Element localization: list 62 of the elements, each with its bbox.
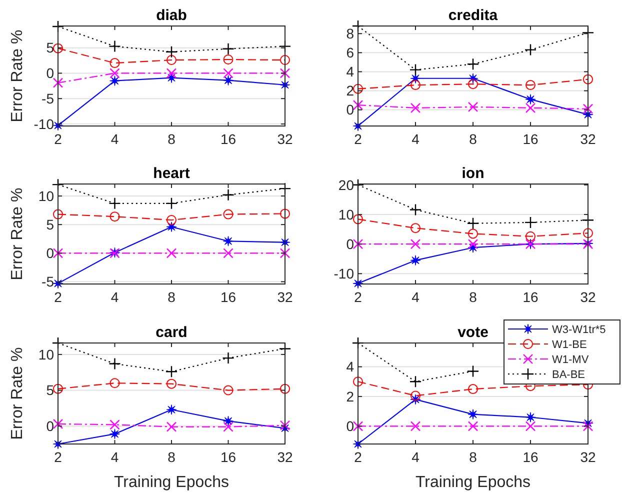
x-tick-label: 32 bbox=[580, 449, 596, 465]
x-tick-label: 32 bbox=[580, 131, 596, 147]
x-tick-label: 16 bbox=[522, 449, 538, 465]
x-tick-label: 4 bbox=[110, 131, 119, 147]
chart-title: diab bbox=[156, 7, 187, 24]
y-axis-title: Error Rate % bbox=[9, 347, 26, 440]
y-tick-label: 2 bbox=[346, 82, 354, 99]
y-tick-label: 0 bbox=[346, 102, 354, 118]
x-tick-label: 4 bbox=[110, 449, 119, 465]
legend-label: W1-MV bbox=[552, 354, 590, 366]
x-tick-label: 8 bbox=[168, 289, 176, 305]
y-tick-label: 5 bbox=[46, 40, 54, 56]
chart-title: card bbox=[156, 324, 188, 341]
x-tick-label: 4 bbox=[412, 449, 420, 465]
x-tick-label: 16 bbox=[522, 131, 538, 147]
x-tick-label: 4 bbox=[110, 289, 119, 305]
y-tick-label: 10 bbox=[338, 206, 354, 222]
x-tick-label: 8 bbox=[168, 131, 176, 147]
legend-label: W1-BE bbox=[552, 338, 587, 351]
y-tick-label: 4 bbox=[346, 358, 354, 375]
y-tick-label: -5 bbox=[42, 274, 54, 290]
x-tick-label: 32 bbox=[277, 289, 293, 305]
x-tick-label: 16 bbox=[522, 289, 538, 305]
x-axis-title: Training Epochs bbox=[415, 474, 531, 491]
legend-label: BA-BE bbox=[552, 368, 586, 381]
x-tick-label: 8 bbox=[168, 449, 176, 465]
x-tick-label: 16 bbox=[220, 449, 236, 465]
x-tick-label: 16 bbox=[220, 131, 236, 147]
x-tick-label: 8 bbox=[469, 449, 478, 465]
legend-label: W3-W1tr*5 bbox=[552, 324, 606, 336]
y-tick-label: -10 bbox=[34, 116, 54, 132]
y-tick-label: 0 bbox=[46, 418, 54, 434]
y-tick-label: 20 bbox=[338, 176, 354, 193]
y-tick-label: 0 bbox=[46, 65, 54, 82]
chart-title: credita bbox=[448, 7, 498, 24]
y-tick-label: 0 bbox=[346, 418, 354, 434]
x-axis-title: Training Epochs bbox=[114, 474, 230, 491]
y-tick-label: 5 bbox=[46, 216, 54, 232]
y-tick-label: -10 bbox=[334, 266, 354, 282]
x-tick-label: 32 bbox=[580, 289, 596, 305]
x-tick-label: 4 bbox=[412, 131, 420, 147]
y-tick-label: 10 bbox=[38, 188, 54, 204]
x-tick-label: 8 bbox=[469, 289, 478, 305]
x-tick-label: 32 bbox=[277, 131, 293, 147]
y-tick-label: 4 bbox=[346, 64, 354, 80]
y-tick-label: 6 bbox=[346, 44, 354, 61]
y-tick-label: -5 bbox=[42, 90, 54, 106]
x-tick-label: 32 bbox=[277, 449, 293, 465]
y-tick-label: 0 bbox=[46, 245, 54, 262]
chart-title: vote bbox=[458, 324, 488, 341]
y-axis-title: Error Rate % bbox=[9, 30, 26, 122]
y-tick-label: 8 bbox=[346, 26, 354, 42]
chart-title: ion bbox=[462, 165, 484, 182]
x-tick-label: 4 bbox=[412, 289, 420, 305]
y-tick-label: 2 bbox=[346, 388, 354, 404]
y-tick-label: 0 bbox=[346, 236, 354, 252]
y-axis-title: Error Rate % bbox=[9, 188, 26, 280]
x-tick-label: 8 bbox=[469, 131, 478, 147]
y-tick-label: 10 bbox=[38, 346, 54, 362]
y-tick-label: 5 bbox=[46, 382, 54, 398]
x-tick-label: 16 bbox=[220, 289, 236, 305]
chart-title: heart bbox=[153, 165, 190, 182]
